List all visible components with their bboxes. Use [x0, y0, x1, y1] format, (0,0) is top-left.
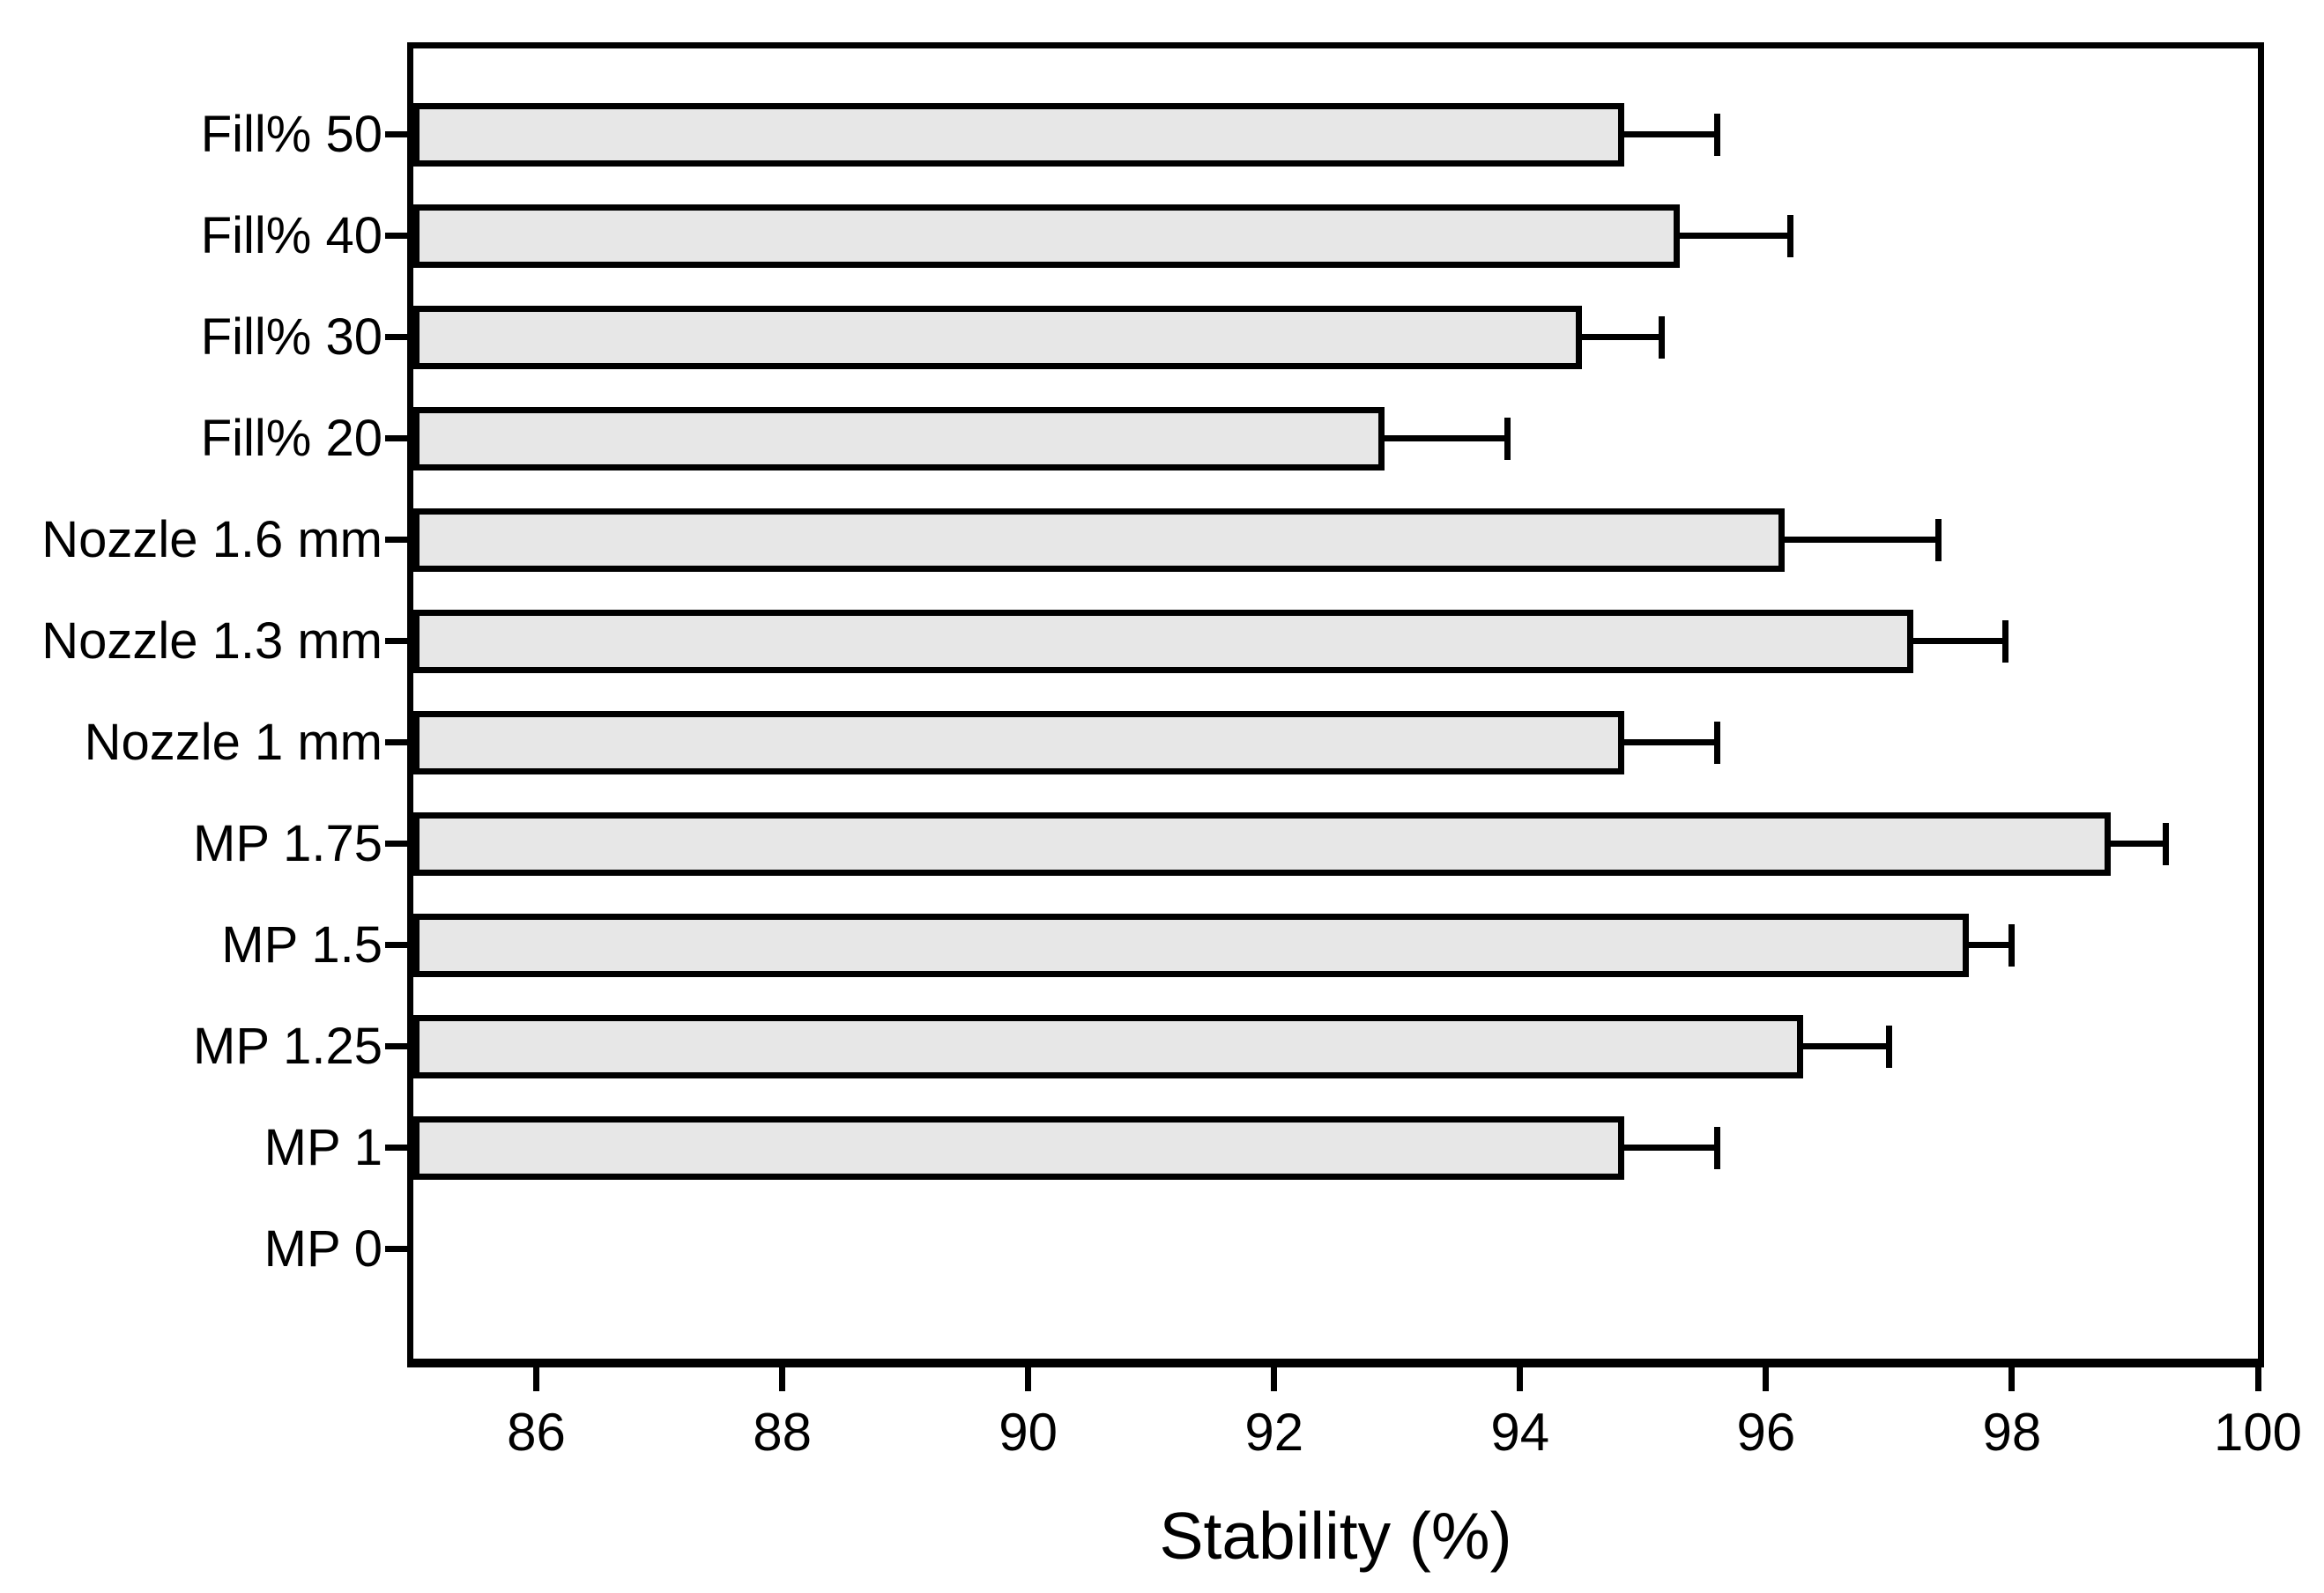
x-axis-tick	[1517, 1367, 1524, 1391]
category-label: MP 1	[264, 1118, 382, 1176]
error-bar-line	[1680, 233, 1791, 239]
bar-nozzle-1.3-mm	[413, 609, 1914, 673]
bar-nozzle-1-mm	[413, 710, 1625, 774]
x-axis-tick	[2254, 1367, 2261, 1391]
y-axis-tick	[385, 638, 407, 644]
y-axis-tick	[385, 841, 407, 847]
category-label: Fill% 40	[200, 206, 382, 264]
error-bar-cap	[1713, 113, 1720, 156]
y-axis-tick	[385, 942, 407, 948]
y-axis-tick	[385, 1246, 407, 1252]
error-bar-cap	[1658, 315, 1665, 359]
x-axis-tick-label: 90	[999, 1403, 1058, 1462]
bar-mp-1.5	[413, 913, 1970, 977]
x-axis-tick	[1025, 1367, 1032, 1391]
y-axis-tick	[385, 1043, 407, 1049]
error-bar-line	[1624, 1145, 1718, 1151]
category-label: Fill% 50	[200, 105, 382, 163]
category-label: Fill% 20	[200, 409, 382, 467]
error-bar-line	[1581, 334, 1662, 340]
y-axis-tick	[385, 1145, 407, 1151]
bar-nozzle-1.6-mm	[413, 508, 1785, 572]
category-label: MP 0	[264, 1219, 382, 1278]
error-bar-line	[1969, 942, 2012, 948]
y-axis-tick	[385, 739, 407, 745]
x-axis-tick-label: 88	[753, 1403, 812, 1462]
bar-fill-30	[413, 305, 1582, 369]
category-label: MP 1.75	[193, 814, 382, 872]
error-bar-cap	[1934, 518, 1942, 561]
category-label: Nozzle 1 mm	[84, 713, 382, 771]
bar-mp-1.75	[413, 811, 2111, 876]
y-axis-tick	[385, 131, 407, 137]
error-bar-line	[1802, 1043, 1890, 1049]
x-axis-tick	[1271, 1367, 1278, 1391]
error-bar-cap	[2162, 822, 2169, 865]
error-bar-line	[1784, 537, 1939, 543]
x-axis-tick-label: 86	[507, 1403, 566, 1462]
error-bar-cap	[1713, 721, 1720, 764]
bar-fill-20	[413, 406, 1385, 470]
y-axis-tick	[385, 435, 407, 441]
category-label: MP 1.25	[193, 1017, 382, 1075]
error-bar-cap	[1885, 1025, 1892, 1068]
x-axis-tick-label: 94	[1490, 1403, 1550, 1462]
bar-mp-1.25	[413, 1014, 1803, 1078]
error-bar-line	[1624, 739, 1718, 745]
y-axis-tick	[385, 334, 407, 340]
x-axis-tick-label: 96	[1736, 1403, 1796, 1462]
error-bar-line	[1624, 131, 1718, 137]
bar-mp-1	[413, 1115, 1625, 1180]
x-axis-title: Stability (%)	[1159, 1499, 1512, 1573]
bar-fill-50	[413, 102, 1625, 167]
error-bar-cap	[1504, 417, 1511, 460]
y-axis-tick	[385, 233, 407, 239]
error-bar-line	[1385, 435, 1508, 441]
error-bar-cap	[1713, 1126, 1720, 1169]
x-axis-tick-label: 92	[1244, 1403, 1304, 1462]
x-axis-tick-label: 100	[2213, 1403, 2303, 1462]
error-bar-cap	[2002, 619, 2009, 663]
x-axis-tick	[1763, 1367, 1770, 1391]
bar-fill-40	[413, 204, 1681, 268]
error-bar-cap	[2008, 923, 2016, 967]
error-bar-cap	[1787, 214, 1794, 257]
x-axis-tick	[779, 1367, 786, 1391]
x-axis-tick-label: 98	[1982, 1403, 2042, 1462]
category-label: Fill% 30	[200, 307, 382, 366]
category-label: Nozzle 1.3 mm	[41, 611, 382, 670]
category-label: Nozzle 1.6 mm	[41, 510, 382, 568]
error-bar-line	[2110, 841, 2166, 847]
x-axis-tick	[533, 1367, 540, 1391]
category-label: MP 1.5	[221, 915, 382, 974]
x-axis-tick	[2008, 1367, 2016, 1391]
y-axis-tick	[385, 537, 407, 543]
error-bar-line	[1913, 638, 2006, 644]
